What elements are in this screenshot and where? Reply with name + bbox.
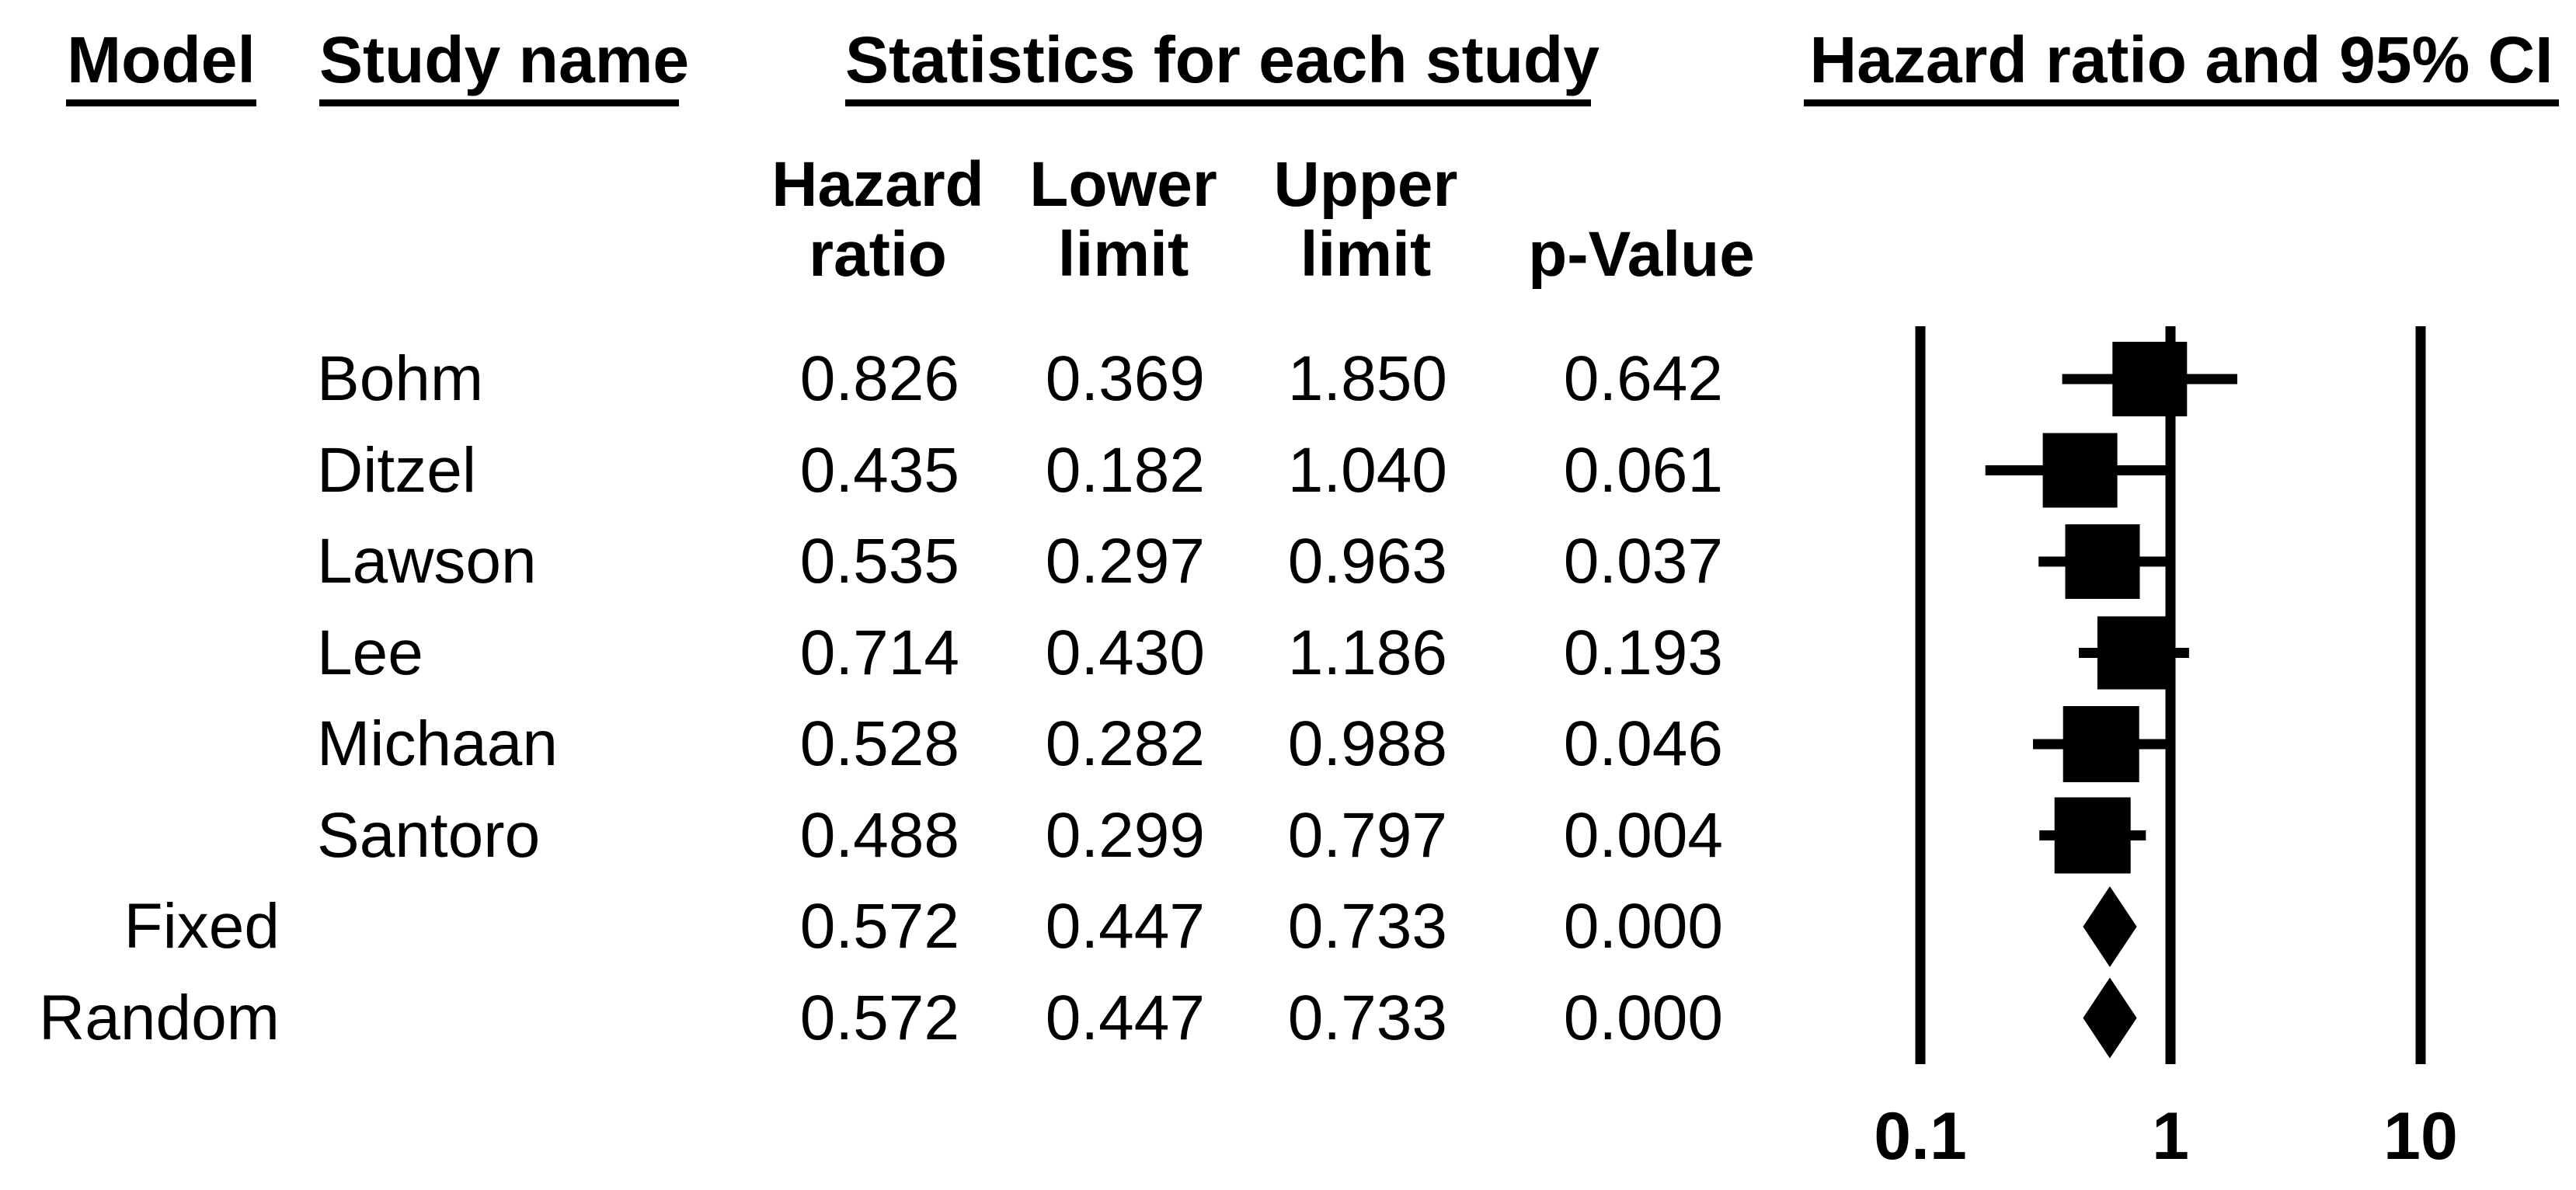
hazard-ratio-square-marker — [2054, 797, 2131, 874]
p-value-value: 0.000 — [1563, 982, 1723, 1053]
hazard-ratio-square-marker — [2042, 433, 2118, 508]
hazard-ratio-value: 0.435 — [799, 434, 959, 506]
upper-limit-value: 0.963 — [1287, 526, 1447, 597]
model-column-group-header: Model — [66, 20, 256, 106]
hazard-ratio-value: 0.826 — [799, 343, 959, 414]
hazard-ratio-square-marker — [2063, 706, 2139, 782]
hazard-ratio-square-marker — [2097, 616, 2170, 690]
lower-limit-value: 0.447 — [1045, 982, 1205, 1053]
hazard-ratio-value: 0.488 — [799, 799, 959, 871]
summary-diamond-marker — [2083, 977, 2137, 1059]
study-name-label: Bohm — [317, 343, 484, 414]
upper-limit-value: 0.988 — [1287, 708, 1447, 779]
lower-limit-value: 0.447 — [1045, 891, 1205, 962]
p-value-value: 0.061 — [1563, 434, 1723, 506]
upper-limit-column-header-line1: Upper — [1273, 149, 1458, 220]
lower-limit-value: 0.182 — [1045, 434, 1205, 506]
summary-diamond-marker — [2083, 886, 2137, 967]
upper-limit-value: 1.186 — [1287, 617, 1447, 688]
hazard-ratio-value: 0.572 — [799, 891, 959, 962]
hazard-ratio-value: 0.528 — [799, 708, 959, 779]
p-value-value: 0.193 — [1563, 617, 1723, 688]
lower-limit-column-header: Lower limit — [983, 150, 1263, 290]
hazard-ratio-value: 0.714 — [799, 617, 959, 688]
upper-limit-column-header-line2: limit — [1300, 219, 1432, 290]
lower-limit-value: 0.299 — [1045, 799, 1205, 871]
study-name-column-group-header: Study name — [319, 20, 689, 106]
upper-limit-value: 0.797 — [1287, 799, 1447, 871]
statistics-group-header: Statistics for each study — [845, 20, 1600, 106]
lower-limit-value: 0.282 — [1045, 708, 1205, 779]
upper-limit-value: 1.850 — [1287, 343, 1447, 414]
upper-limit-value: 0.733 — [1287, 891, 1447, 962]
lower-limit-value: 0.297 — [1045, 526, 1205, 597]
upper-limit-value: 1.040 — [1287, 434, 1447, 506]
axis-reference-line — [2415, 326, 2426, 1064]
plot-group-header: Hazard ratio and 95% CI — [1804, 20, 2559, 106]
p-value-value: 0.037 — [1563, 526, 1723, 597]
lower-limit-value: 0.430 — [1045, 617, 1205, 688]
study-name-label: Lawson — [317, 526, 537, 597]
study-name-label: Ditzel — [317, 434, 477, 506]
upper-limit-value: 0.733 — [1287, 982, 1447, 1053]
model-label: Fixed — [124, 891, 280, 962]
lower-limit-value: 0.369 — [1045, 343, 1205, 414]
study-name-label: Michaan — [317, 708, 558, 779]
study-name-label: Santoro — [317, 799, 541, 871]
hazard-ratio-column-header-line2: ratio — [809, 219, 947, 290]
p-value-column-header: p-Value — [1528, 219, 1755, 290]
hazard-ratio-square-marker — [2065, 524, 2140, 599]
p-value-value: 0.000 — [1563, 891, 1723, 962]
p-value-value: 0.004 — [1563, 799, 1723, 871]
hazard-ratio-value: 0.535 — [799, 526, 959, 597]
hazard-ratio-column-header: Hazard ratio — [738, 150, 1018, 290]
lower-limit-column-header-line2: limit — [1057, 219, 1189, 290]
p-value-value: 0.046 — [1563, 708, 1723, 779]
x-axis-tick-label: 10 — [2383, 1099, 2458, 1174]
x-axis-tick-label: 1 — [2152, 1099, 2189, 1174]
p-value-value: 0.642 — [1563, 343, 1723, 414]
axis-reference-line — [2165, 326, 2176, 1064]
study-name-label: Lee — [317, 617, 423, 688]
hazard-ratio-square-marker — [2112, 342, 2188, 416]
x-axis-tick-label: 0.1 — [1874, 1099, 1967, 1174]
lower-limit-column-header-line1: Lower — [1029, 149, 1217, 220]
hazard-ratio-column-header-line1: Hazard — [771, 149, 984, 220]
model-label: Random — [39, 982, 280, 1053]
axis-reference-line — [1915, 326, 1926, 1064]
upper-limit-column-header: Upper limit — [1226, 150, 1506, 290]
hazard-ratio-value: 0.572 — [799, 982, 959, 1053]
